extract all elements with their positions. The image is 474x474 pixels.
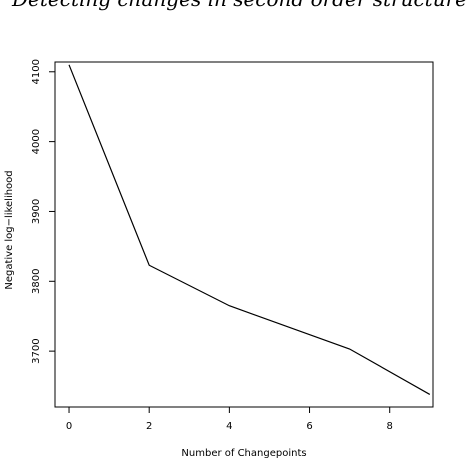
plot-box: [54, 61, 434, 408]
x-tick-label: 0: [66, 421, 72, 432]
y-tick-label: 4100: [31, 59, 42, 84]
x-tick-label: 8: [387, 421, 393, 432]
y-tick-label: 3900: [31, 199, 42, 224]
line: [68, 64, 431, 395]
y-tick-label: 3800: [31, 269, 42, 294]
x-tick-label: 2: [146, 421, 152, 432]
x-tick-label: 6: [306, 421, 312, 432]
chart-title: Detecting changes in second order struct…: [11, 0, 467, 11]
x-tick-label: 4: [226, 421, 232, 432]
y-axis-label: Negative log−likelihood: [4, 170, 15, 289]
y-tick-label: 4000: [31, 129, 42, 154]
x-axis-label: Number of Changepoints: [181, 448, 306, 459]
y-tick-label: 3700: [31, 338, 42, 363]
